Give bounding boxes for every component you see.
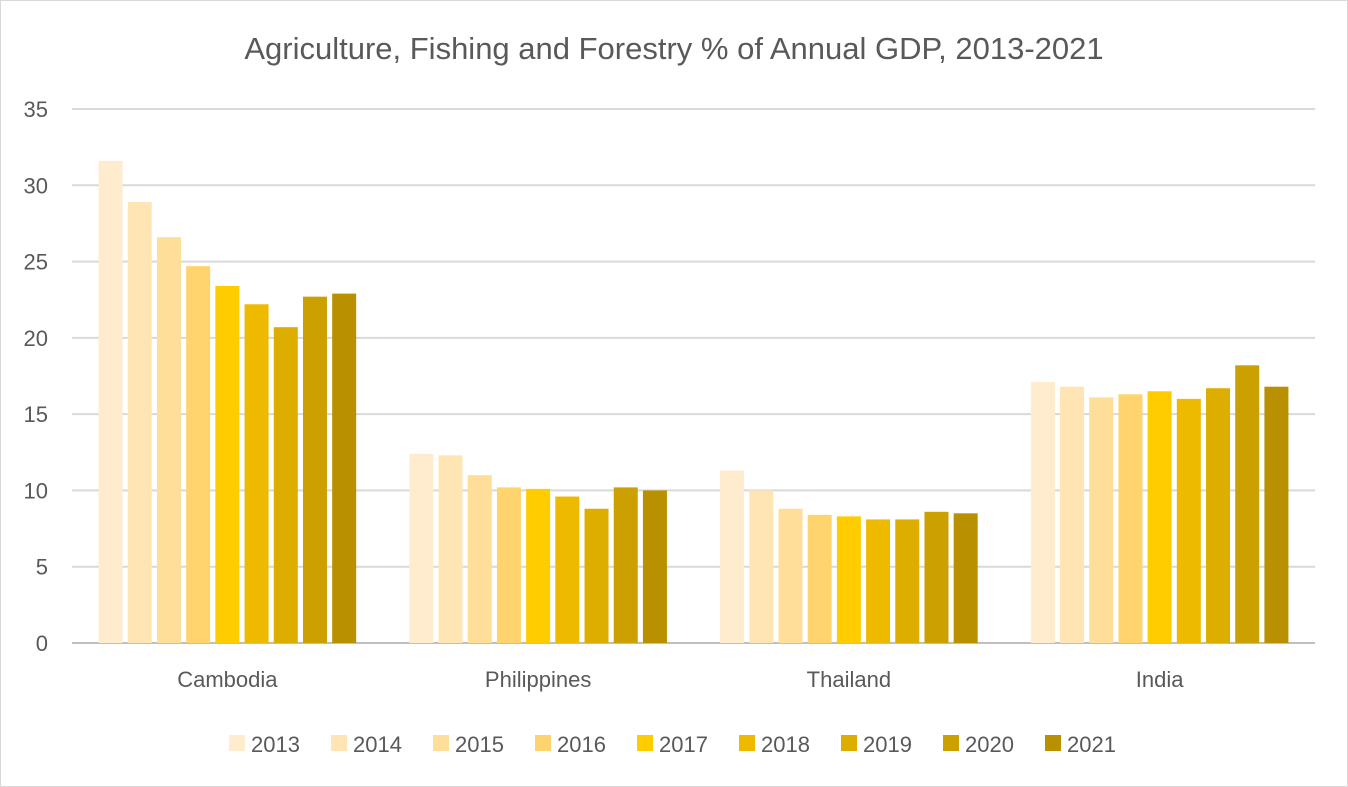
y-tick-label: 15	[24, 402, 48, 427]
legend-swatch	[1045, 735, 1061, 751]
bar-philippines-2016	[496, 487, 521, 643]
legend-swatch	[943, 735, 959, 751]
legend-item-2018: 2018	[739, 732, 810, 757]
x-tick-label-philippines: Philippines	[485, 667, 591, 692]
bar-india-2019	[1206, 388, 1231, 643]
legend-label: 2016	[557, 732, 606, 757]
bar-cambodia-2019	[273, 327, 298, 643]
legend-swatch	[229, 735, 245, 751]
x-axis: Cambodia Philippines Thailand India	[177, 667, 1184, 692]
bar-philippines-2013	[409, 453, 434, 643]
legend-item-2014: 2014	[331, 732, 402, 757]
bar-philippines-2015	[467, 475, 492, 643]
legend-item-2021: 2021	[1045, 732, 1116, 757]
y-axis: 0 5 10 15 20 25 30 35	[24, 97, 48, 656]
bar-thailand-2013	[720, 470, 745, 643]
legend-swatch	[433, 735, 449, 751]
y-tick-label: 30	[24, 173, 48, 198]
legend: 2013 2014 2015 2016 2017 2018 2019 2020 2021	[229, 732, 1116, 757]
legend-item-2013: 2013	[229, 732, 300, 757]
bar-cambodia-2020	[302, 296, 327, 643]
bar-india-2015	[1089, 397, 1114, 643]
bar-india-2016	[1118, 394, 1143, 643]
y-tick-label: 10	[24, 478, 48, 503]
legend-label: 2019	[863, 732, 912, 757]
legend-label: 2018	[761, 732, 810, 757]
legend-swatch	[331, 735, 347, 751]
legend-label: 2020	[965, 732, 1014, 757]
legend-label: 2015	[455, 732, 504, 757]
bar-philippines-2014	[438, 455, 463, 643]
x-tick-label-cambodia: Cambodia	[177, 667, 278, 692]
bar-india-2014	[1060, 386, 1085, 643]
bar-thailand-2021	[953, 513, 978, 643]
bar-cambodia-2015	[156, 237, 181, 643]
y-tick-label: 20	[24, 326, 48, 351]
x-tick-label-india: India	[1136, 667, 1184, 692]
bar-india-2020	[1235, 365, 1260, 643]
bar-philippines-2021	[642, 490, 667, 643]
legend-swatch	[535, 735, 551, 751]
bar-philippines-2017	[526, 488, 551, 643]
bar-cambodia-2021	[332, 293, 357, 643]
legend-label: 2014	[353, 732, 402, 757]
bar-cambodia-2017	[215, 285, 240, 643]
bar-philippines-2020	[613, 487, 638, 643]
bar-cambodia-2018	[244, 304, 269, 643]
x-tick-label-thailand: Thailand	[807, 667, 891, 692]
legend-label: 2013	[251, 732, 300, 757]
legend-item-2015: 2015	[433, 732, 504, 757]
bar-thailand-2015	[778, 508, 803, 643]
bar-thailand-2016	[807, 514, 832, 643]
bar-cambodia-2014	[127, 202, 152, 643]
bar-thailand-2018	[866, 519, 891, 643]
legend-item-2016: 2016	[535, 732, 606, 757]
bars	[98, 160, 1289, 644]
bar-india-2018	[1176, 398, 1201, 643]
bar-philippines-2018	[555, 496, 580, 643]
bar-cambodia-2016	[186, 266, 211, 643]
bar-cambodia-2013	[98, 160, 123, 644]
legend-item-2020: 2020	[943, 732, 1014, 757]
bar-india-2013	[1030, 382, 1055, 643]
y-tick-label: 5	[36, 555, 48, 580]
bar-thailand-2014	[749, 490, 774, 643]
bar-thailand-2017	[836, 516, 861, 643]
legend-swatch	[637, 735, 653, 751]
legend-item-2017: 2017	[637, 732, 708, 757]
y-tick-label: 35	[24, 97, 48, 122]
y-tick-label: 0	[36, 631, 48, 656]
bar-india-2021	[1264, 386, 1289, 643]
legend-swatch	[739, 735, 755, 751]
legend-label: 2021	[1067, 732, 1116, 757]
bar-india-2017	[1147, 391, 1172, 643]
bar-philippines-2019	[584, 508, 609, 643]
legend-swatch	[841, 735, 857, 751]
legend-label: 2017	[659, 732, 708, 757]
bar-thailand-2019	[895, 519, 920, 643]
chart-title: Agriculture, Fishing and Forestry % of A…	[244, 31, 1103, 66]
y-tick-label: 25	[24, 250, 48, 275]
legend-item-2019: 2019	[841, 732, 912, 757]
bar-thailand-2020	[924, 511, 949, 643]
